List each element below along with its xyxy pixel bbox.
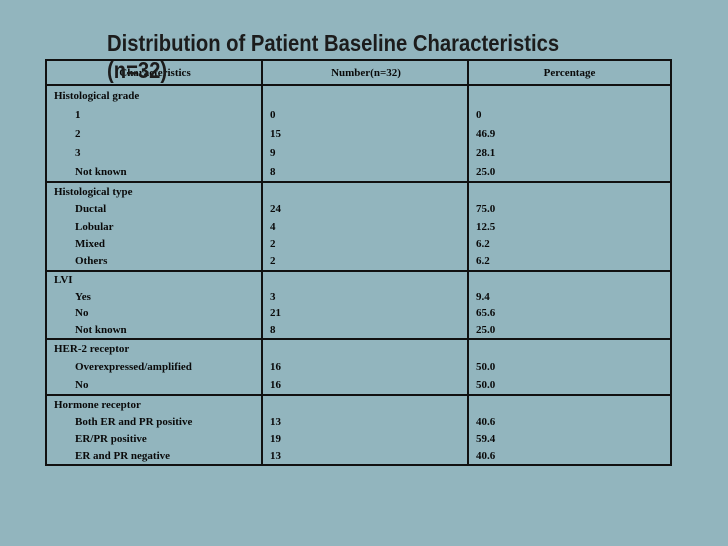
characteristic-cell: Others: [75, 255, 108, 268]
table-row: 2 15 46.9: [47, 124, 670, 143]
column-header-characteristics: Characteristics: [119, 66, 191, 79]
characteristic-cell: Mixed: [75, 237, 105, 250]
number-cell: 21: [270, 307, 281, 320]
table-row: 1 0 0: [47, 105, 670, 124]
number-cell: 3: [270, 290, 276, 303]
table-row: Lobular 4 12.5: [47, 218, 670, 235]
characteristic-cell: Lobular: [75, 220, 114, 233]
percentage-cell: 46.9: [476, 127, 496, 140]
section-label: Hormone receptor: [54, 398, 141, 411]
number-cell: 19: [270, 432, 281, 445]
table-section: Histological grade 1 0 0 2 15 46.9 3 9 28.1 Not kn…: [47, 86, 670, 181]
table-row: No 21 65.6: [47, 305, 670, 322]
percentage-cell: 6.2: [476, 255, 490, 268]
characteristic-cell: 2: [75, 127, 81, 140]
number-cell: 24: [270, 203, 281, 216]
table-row: Yes 3 9.4: [47, 289, 670, 306]
number-cell: 13: [270, 415, 281, 428]
number-cell: 4: [270, 220, 276, 233]
percentage-cell: 25.0: [476, 165, 496, 178]
characteristic-cell: No: [75, 307, 89, 320]
percentage-cell: 12.5: [476, 220, 496, 233]
section-label-row: Hormone receptor: [47, 396, 670, 413]
characteristic-cell: 3: [75, 146, 81, 159]
table-row: Both ER and PR positive 13 40.6: [47, 413, 670, 430]
section-label: Histological type: [54, 185, 133, 198]
characteristic-cell: ER and PR negative: [75, 449, 171, 462]
table-row: Others 2 6.2: [47, 253, 670, 270]
table-row: Ductal 24 75.0: [47, 200, 670, 217]
table-row: Not known 8 25.0: [47, 162, 670, 181]
table-body: Histological grade 1 0 0 2 15 46.9 3 9 28.1 Not kn…: [47, 86, 670, 464]
section-label: LVI: [54, 274, 73, 287]
column-divider-1: [261, 61, 263, 464]
table-row: No 16 50.0: [47, 376, 670, 394]
percentage-cell: 0: [476, 108, 482, 121]
table-inner: Characteristics Number(n=32) Percentage …: [47, 61, 670, 464]
table-header-row: Characteristics Number(n=32) Percentage: [47, 61, 670, 86]
percentage-cell: 65.6: [476, 307, 496, 320]
characteristic-cell: Ductal: [75, 203, 107, 216]
characteristic-cell: Overexpressed/amplified: [75, 361, 192, 373]
number-cell: 13: [270, 449, 281, 462]
baseline-characteristics-table: Characteristics Number(n=32) Percentage …: [45, 59, 672, 466]
section-label-row: HER-2 receptor: [47, 340, 670, 358]
number-cell: 2: [270, 237, 276, 250]
number-cell: 15: [270, 127, 281, 140]
table-section: Hormone receptor Both ER and PR positive 1…: [47, 394, 670, 464]
number-cell: 8: [270, 323, 276, 336]
table-section: Histological type Ductal 24 75.0 Lobular 4 12.…: [47, 181, 670, 270]
number-cell: 16: [270, 379, 281, 391]
number-cell: 2: [270, 255, 276, 268]
percentage-cell: 28.1: [476, 146, 496, 159]
percentage-cell: 9.4: [476, 290, 490, 303]
number-cell: 9: [270, 146, 276, 159]
table-row: Mixed 2 6.2: [47, 235, 670, 252]
table-row: Overexpressed/amplified 16 50.0: [47, 358, 670, 376]
table-row: ER/PR positive 19 59.4: [47, 430, 670, 447]
characteristic-cell: Not known: [75, 165, 127, 178]
number-cell: 16: [270, 361, 281, 373]
percentage-cell: 59.4: [476, 432, 496, 445]
section-label-row: LVI: [47, 272, 670, 289]
characteristic-cell: No: [75, 379, 89, 391]
column-header-percentage: Percentage: [543, 66, 596, 79]
table-section: LVI Yes 3 9.4 No 21 65.6 Not known 8 25.0: [47, 270, 670, 338]
characteristic-cell: ER/PR positive: [75, 432, 147, 445]
percentage-cell: 40.6: [476, 449, 496, 462]
table-section: HER-2 receptor Overexpressed/amplified 16 5…: [47, 338, 670, 394]
table-row: 3 9 28.1: [47, 143, 670, 162]
column-divider-2: [467, 61, 469, 464]
percentage-cell: 40.6: [476, 415, 496, 428]
percentage-cell: 50.0: [476, 379, 496, 391]
characteristic-cell: Yes: [75, 290, 91, 303]
section-label-row: Histological type: [47, 183, 670, 200]
percentage-cell: 75.0: [476, 203, 496, 216]
slide-title-line1: Distribution of Patient Baseline Charact…: [107, 30, 560, 56]
column-header-number: Number(n=32): [331, 66, 401, 79]
section-label: Histological grade: [54, 89, 140, 102]
section-label: HER-2 receptor: [54, 343, 130, 355]
characteristic-cell: Not known: [75, 323, 127, 336]
table-row: ER and PR negative 13 40.6: [47, 447, 670, 464]
section-label-row: Histological grade: [47, 86, 670, 105]
percentage-cell: 6.2: [476, 237, 490, 250]
table-row: Not known 8 25.0: [47, 322, 670, 339]
characteristic-cell: 1: [75, 108, 81, 121]
percentage-cell: 50.0: [476, 361, 496, 373]
percentage-cell: 25.0: [476, 323, 496, 336]
characteristic-cell: Both ER and PR positive: [75, 415, 193, 428]
number-cell: 8: [270, 165, 276, 178]
number-cell: 0: [270, 108, 276, 121]
